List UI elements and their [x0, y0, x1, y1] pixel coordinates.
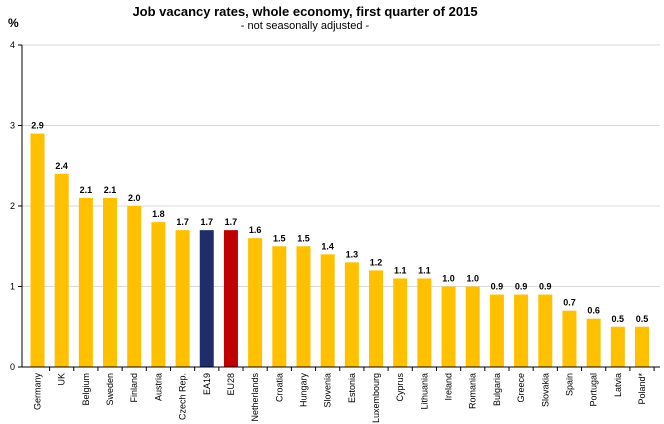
y-axis-label: % — [8, 16, 19, 30]
x-tick-label: Slovakia — [540, 373, 550, 407]
data-label: 2.4 — [55, 161, 68, 171]
data-label: 0.7 — [563, 298, 576, 308]
bar-lithuania — [417, 278, 432, 367]
data-label: 1.5 — [297, 233, 310, 243]
x-tick-label: EU28 — [226, 373, 236, 396]
bar-austria — [151, 222, 166, 367]
x-tick-label: Greece — [516, 373, 526, 403]
data-label: 2.9 — [31, 121, 44, 131]
data-label: 1.7 — [201, 217, 214, 227]
data-label-layer: 2.9 2.4 2.1 2.1 2.0 1.8 1.7 1.7 1.7 1.6 1.5 1.5 1.4 1… — [31, 121, 648, 324]
x-tick-label: Croatia — [274, 373, 284, 402]
x-tick-label: Latvia — [613, 373, 623, 397]
x-tick-label: Lithuania — [419, 373, 429, 410]
x-tick-label: Bulgaria — [492, 373, 502, 406]
data-label: 2.1 — [104, 185, 117, 195]
data-label: 1.2 — [370, 257, 383, 267]
bar-czech-rep — [175, 230, 190, 367]
x-tick-label: UK — [57, 373, 67, 386]
bar-slovakia — [538, 294, 553, 367]
bar-hungary — [296, 246, 311, 367]
y-tick-label: 0 — [10, 362, 15, 372]
grid-layer — [22, 44, 660, 287]
chart-subtitle: - not seasonally adjusted - — [241, 20, 370, 32]
bar-latvia — [610, 326, 625, 367]
y-tick-label: 2 — [10, 201, 15, 211]
bar-layer — [30, 133, 649, 367]
data-label: 0.9 — [515, 282, 528, 292]
x-tick-label: Czech Rep. — [178, 373, 188, 420]
data-label: 1.8 — [152, 209, 165, 219]
bar-poland — [635, 326, 649, 367]
chart-title: Job vacancy rates, whole economy, first … — [132, 4, 477, 19]
bar-slovenia — [320, 254, 335, 367]
bar-finland — [127, 206, 142, 367]
data-label: 0.5 — [612, 314, 625, 324]
axis-layer: 0 1 2 3 4 Germany UK Belgium Sweden Finland Austri… — [10, 40, 660, 423]
bar-cyprus — [393, 278, 408, 367]
bar-ea19 — [199, 230, 214, 367]
bar-croatia — [272, 246, 287, 367]
data-label: 0.9 — [491, 282, 504, 292]
bar-romania — [465, 286, 480, 367]
x-tick-label: Sweden — [105, 373, 115, 406]
x-tick-label: Finland — [129, 373, 139, 403]
data-label: 1.7 — [225, 217, 238, 227]
data-label: 2.1 — [80, 185, 93, 195]
y-tick-label: 1 — [10, 282, 15, 292]
data-label: 0.9 — [539, 282, 552, 292]
bar-sweden — [103, 197, 118, 367]
x-tick-label: Estonia — [347, 373, 357, 403]
x-tick-label: Cyprus — [395, 373, 405, 402]
x-tick-label: Poland* — [637, 373, 647, 405]
bar-portugal — [586, 318, 601, 367]
x-tick-label: Hungary — [298, 373, 308, 408]
x-tick-label: Ireland — [444, 373, 454, 401]
bar-ireland — [441, 286, 456, 367]
bar-eu28 — [223, 230, 238, 367]
data-label: 1.6 — [249, 225, 262, 235]
bar-luxembourg — [369, 270, 384, 367]
data-label: 0.5 — [636, 314, 649, 324]
x-tick-label: Netherlands — [250, 373, 260, 422]
data-label: 0.6 — [587, 306, 600, 316]
y-tick-label: 3 — [10, 121, 15, 131]
bar-uk — [54, 173, 69, 367]
x-tick-label: Germany — [33, 373, 43, 411]
data-label: 1.0 — [442, 274, 455, 284]
bar-greece — [514, 294, 529, 367]
x-tick-label: EA19 — [202, 373, 212, 395]
x-tick-label: Portugal — [589, 373, 599, 407]
data-label: 1.3 — [346, 249, 359, 259]
bar-spain — [562, 310, 577, 367]
x-tick-label: Romania — [468, 373, 478, 409]
bar-belgium — [78, 197, 93, 367]
data-label: 1.1 — [418, 265, 431, 275]
x-tick-label: Belgium — [81, 373, 91, 406]
bar-germany — [30, 133, 45, 367]
bar-estonia — [344, 262, 359, 367]
bar-netherlands — [248, 238, 263, 367]
data-label: 2.0 — [128, 193, 141, 203]
data-label: 1.0 — [466, 274, 479, 284]
x-tick-label: Slovenia — [323, 373, 333, 408]
y-tick-label: 4 — [10, 40, 15, 50]
x-tick-label: Austria — [153, 373, 163, 401]
x-tick-label: Luxembourg — [371, 373, 381, 423]
data-label: 1.5 — [273, 233, 286, 243]
data-label: 1.7 — [176, 217, 189, 227]
bar-bulgaria — [489, 294, 504, 367]
data-label: 1.4 — [321, 241, 334, 251]
x-tick-label: Spain — [564, 373, 574, 396]
data-label: 1.1 — [394, 265, 407, 275]
